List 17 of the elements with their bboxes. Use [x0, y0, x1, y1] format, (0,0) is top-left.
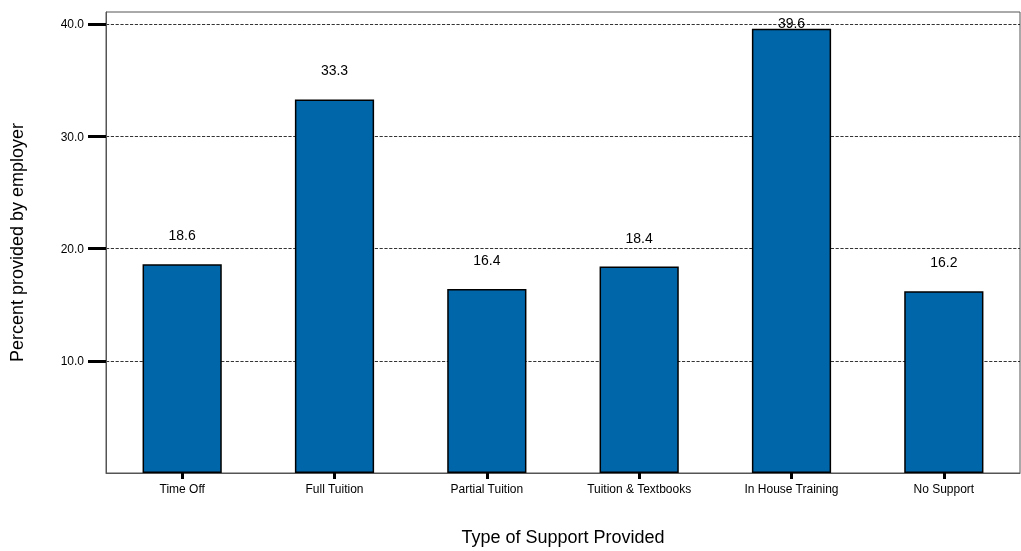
- data-label: 16.2: [930, 254, 958, 271]
- data-label: 33.3: [320, 62, 349, 79]
- data-label: 18.6: [168, 227, 196, 244]
- x-axis-title: Type of Support Provided: [461, 527, 665, 547]
- data-label: 16.4: [473, 252, 501, 269]
- y-axis-title: Percent provided by employer: [7, 122, 27, 363]
- y-tick-label: 40.0: [60, 17, 85, 32]
- x-tick-label: In House Training: [744, 482, 839, 496]
- y-tick-label: 20.0: [60, 241, 85, 256]
- x-tick-label: Tuition & Textbooks: [587, 482, 692, 496]
- x-tick-label: No Support: [913, 482, 975, 496]
- x-tick-label: Partial Tuition: [450, 482, 524, 496]
- y-tick-label: 30.0: [60, 129, 85, 144]
- x-tick-label: Time Off: [159, 482, 206, 496]
- x-tick-label: Full Tuition: [305, 482, 364, 496]
- y-tick-label: 10.0: [60, 353, 85, 368]
- data-label: 18.4: [625, 229, 653, 246]
